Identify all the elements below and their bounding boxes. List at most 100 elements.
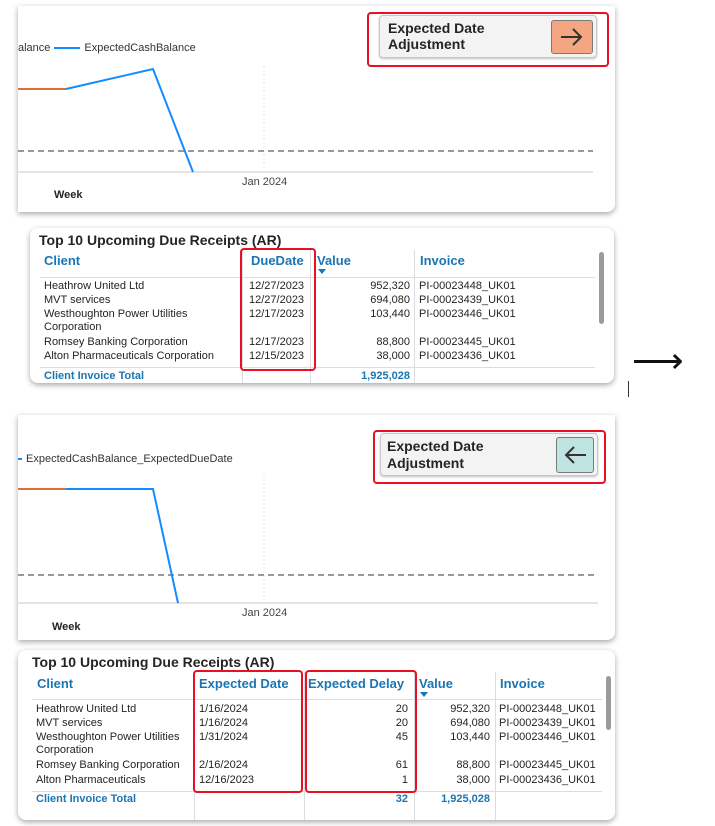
table-title: Top 10 Upcoming Due Receipts (AR) <box>32 654 275 670</box>
cell-value: 88,800 <box>376 336 410 348</box>
bottom-table-card: Top 10 Upcoming Due Receipts (AR) Client… <box>18 650 615 820</box>
button-label-line2: Adjustment <box>387 455 464 471</box>
cell-client: Westhoughton Power Utilities <box>44 308 188 320</box>
top-table-card: Top 10 Upcoming Due Receipts (AR) Client… <box>30 228 614 383</box>
cell-value: 952,320 <box>450 703 490 715</box>
total-divider <box>40 367 595 368</box>
cell-value: 952,320 <box>370 280 410 292</box>
button-label-line1: Expected Date <box>388 20 485 36</box>
blue-series-line <box>65 67 194 173</box>
cell-expected-date: 1/16/2024 <box>199 717 248 729</box>
cell-expected-date: 2/16/2024 <box>199 759 248 771</box>
header-divider <box>32 699 602 700</box>
cell-invoice: PI-00023446_UK01 <box>499 731 596 743</box>
cell-invoice: PI-00023439_UK01 <box>499 717 596 729</box>
header-divider <box>40 277 595 278</box>
cell-expected-date: 12/16/2023 <box>199 774 255 786</box>
cell-due-date: 12/27/2023 <box>249 294 305 306</box>
sort-descending-icon <box>420 692 428 697</box>
table-scrollbar[interactable] <box>606 676 611 730</box>
top-line-chart <box>18 66 593 173</box>
cell-expected-delay: 20 <box>395 703 408 715</box>
cell-client: Romsey Banking Corporation <box>36 759 180 771</box>
col-header-invoice[interactable]: Invoice <box>420 253 465 268</box>
cell-due-date: 12/17/2023 <box>249 308 305 320</box>
cell-value: 694,080 <box>450 717 490 729</box>
col-divider <box>242 250 243 383</box>
cell-client: Romsey Banking Corporation <box>44 336 188 348</box>
cell-client-line2: Corporation <box>36 744 94 756</box>
legend-item-expected-due-date: ExpectedCashBalance_ExpectedDueDate <box>26 453 233 465</box>
cell-client: MVT services <box>36 717 103 729</box>
cell-value: 38,000 <box>376 350 410 362</box>
button-label-line2: Adjustment <box>388 36 465 52</box>
total-delay: 32 <box>395 793 408 805</box>
transition-arrow-icon: ⟶ <box>632 340 684 381</box>
total-value: 1,925,028 <box>361 370 410 382</box>
cell-client: MVT services <box>44 294 111 306</box>
cell-invoice: PI-00023448_UK01 <box>419 280 516 292</box>
col-header-invoice[interactable]: Invoice <box>500 676 545 691</box>
cell-expected-delay: 61 <box>395 759 408 771</box>
blue-series-line <box>66 488 179 604</box>
cell-invoice: PI-00023445_UK01 <box>419 336 516 348</box>
col-header-due-date[interactable]: DueDate <box>251 253 304 268</box>
cell-client: Alton Pharmaceuticals Corporation <box>44 350 214 362</box>
legend-item-balance: alance <box>18 42 51 54</box>
cell-value: 694,080 <box>370 294 410 306</box>
expected-date-column-highlight <box>193 670 303 793</box>
total-label: Client Invoice Total <box>44 370 145 382</box>
legend-line-icon <box>18 458 22 460</box>
col-divider <box>414 672 415 820</box>
x-axis-label: Week <box>54 189 83 201</box>
cell-client: Heathrow United Ltd <box>36 703 137 715</box>
cell-client: Heathrow United Ltd <box>44 280 145 292</box>
legend-item-expected-cash-balance: ExpectedCashBalance <box>84 42 196 54</box>
cell-value: 88,800 <box>456 759 490 771</box>
total-label: Client Invoice Total <box>36 793 137 805</box>
total-value: 1,925,028 <box>441 793 490 805</box>
expected-date-adjustment-button[interactable]: Expected Date Adjustment <box>380 433 598 476</box>
cell-invoice: PI-00023436_UK01 <box>419 350 516 362</box>
arrow-left-icon[interactable] <box>556 437 594 473</box>
col-header-client[interactable]: Client <box>44 253 81 268</box>
col-header-expected-date[interactable]: Expected Date <box>199 676 289 691</box>
col-header-value[interactable]: Value <box>317 253 351 268</box>
cell-due-date: 12/17/2023 <box>249 336 305 348</box>
table-scrollbar[interactable] <box>599 252 604 324</box>
cell-invoice: PI-00023446_UK01 <box>419 308 516 320</box>
cell-invoice: PI-00023448_UK01 <box>499 703 596 715</box>
col-divider <box>414 250 415 383</box>
cell-client: Westhoughton Power Utilities <box>36 731 180 743</box>
cell-value: 103,440 <box>370 308 410 320</box>
cell-expected-delay: 45 <box>395 731 408 743</box>
arrow-right-icon[interactable] <box>551 20 593 54</box>
x-axis-tick-jan-2024: Jan 2024 <box>242 176 288 188</box>
legend-line-icon <box>54 47 81 49</box>
x-axis-tick-jan-2024: Jan 2024 <box>242 607 288 619</box>
sort-descending-icon <box>318 269 326 274</box>
col-header-client[interactable]: Client <box>37 676 74 691</box>
cell-invoice: PI-00023436_UK01 <box>499 774 596 786</box>
cell-invoice: PI-00023439_UK01 <box>419 294 516 306</box>
cell-expected-date: 1/16/2024 <box>199 703 248 715</box>
due-date-column-highlight <box>240 248 316 371</box>
top-button-highlight <box>367 12 609 67</box>
expected-delay-column-highlight <box>305 670 417 793</box>
bottom-button-highlight <box>373 430 606 484</box>
cell-invoice: PI-00023445_UK01 <box>499 759 596 771</box>
col-divider <box>304 672 305 820</box>
cell-expected-delay: 20 <box>395 717 408 729</box>
cell-value: 103,440 <box>450 731 490 743</box>
cell-due-date: 12/15/2023 <box>249 350 305 362</box>
cell-expected-delay: 1 <box>401 774 408 786</box>
col-divider <box>495 672 496 820</box>
cell-client-line2: Corporation <box>44 321 102 333</box>
x-axis-label: Week <box>52 621 81 633</box>
col-header-value[interactable]: Value <box>419 676 453 691</box>
table-title: Top 10 Upcoming Due Receipts (AR) <box>39 232 282 248</box>
cell-due-date: 12/27/2023 <box>249 280 305 292</box>
col-header-expected-delay[interactable]: Expected Delay <box>308 676 405 691</box>
cell-expected-date: 1/31/2024 <box>199 731 248 743</box>
expected-date-adjustment-button[interactable]: Expected Date Adjustment <box>379 15 597 58</box>
